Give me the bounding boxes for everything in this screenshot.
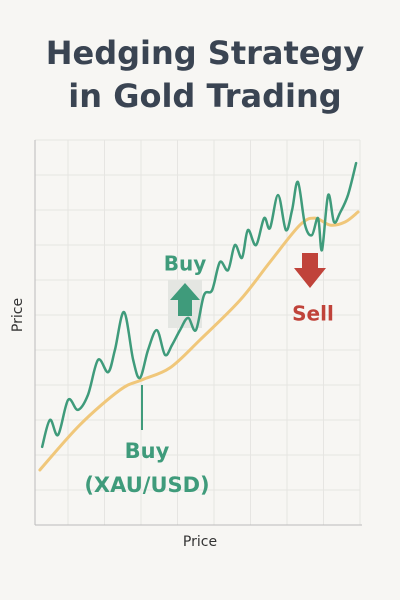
sell-arrow [294,253,326,288]
price-line [40,161,358,449]
annotation: Buy [164,252,207,276]
price-line [38,210,360,472]
chart-title: in Gold Trading [68,77,341,115]
chart-title: Hedging Strategy [46,34,365,72]
x-axis-label: Price [183,534,217,550]
buy-arrow [170,283,200,316]
annotation: Sell [292,302,334,326]
y-axis-label: Price [10,298,26,332]
annotation: (XAU/USD) [84,473,209,497]
annotation: Buy [125,439,170,463]
grid [35,139,361,525]
